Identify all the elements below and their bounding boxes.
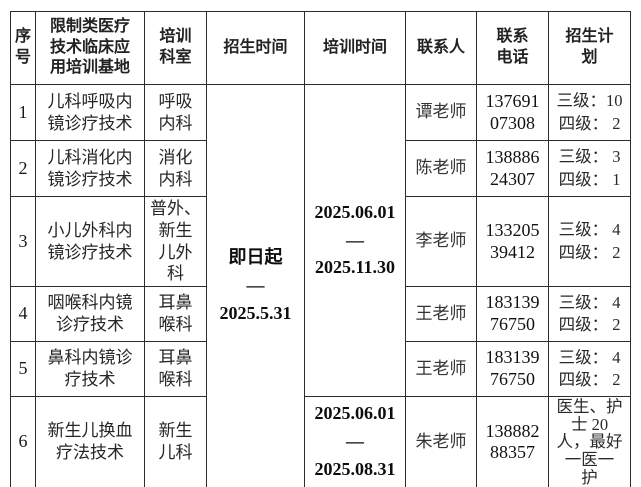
recruitment-plan-cell: 医生、护 士 20 人，最好 一医一 护 <box>548 395 631 487</box>
training-base-cell: 咽喉科内镜 诊疗技术 <box>35 286 145 342</box>
contact-phone-cell: 138882 88357 <box>476 395 549 487</box>
contact-phone-cell: 183139 76750 <box>476 286 549 342</box>
table-row: 1 儿科呼吸内 镜诊疗技术 呼吸 内科 即日起 — 2025.5.31 2025… <box>10 83 631 487</box>
contact-person-cell: 王老师 <box>405 341 477 397</box>
contact-person-cell: 陈老师 <box>405 140 477 197</box>
contact-person-cell: 谭老师 <box>405 84 477 141</box>
training-department-cell: 普外、 新生 儿外 科 <box>144 196 207 287</box>
header-training-time: 培训时间 <box>304 11 406 85</box>
contact-phone-cell: 138886 24307 <box>476 140 549 197</box>
recruitment-plan-cell: 三级： 4 四级： 2 <box>548 341 631 397</box>
table-row: 5 鼻科内镜诊 疗技术 耳鼻 喉科 王老师 183139 76750 三级： 4… <box>10 341 631 397</box>
contact-person-cell: 李老师 <box>405 196 477 287</box>
header-contact-phone: 联系 电话 <box>476 11 549 85</box>
table-row: 2 儿科消化内 镜诊疗技术 消化 内科 陈老师 138886 24307 三级：… <box>10 140 631 197</box>
training-base-cell: 儿科呼吸内 镜诊疗技术 <box>35 84 145 141</box>
recruitment-plan-cell: 三级： 4 四级： 2 <box>548 286 631 342</box>
recruitment-plan-cell: 三级： 3 四级： 1 <box>548 140 631 197</box>
recruitment-plan-cell: 三级： 4 四级： 2 <box>548 196 631 287</box>
header-recruitment-time: 招生时间 <box>206 11 305 85</box>
training-department-cell: 呼吸 内科 <box>144 84 207 141</box>
contact-phone-cell: 137691 07308 <box>476 84 549 141</box>
recruitment-time-cell: 即日起 — 2025.5.31 <box>206 83 305 487</box>
training-department-cell: 耳鼻 喉科 <box>144 286 207 342</box>
training-base-cell: 儿科消化内 镜诊疗技术 <box>35 140 145 197</box>
serial-number-cell: 3 <box>10 196 36 287</box>
contact-phone-cell: 183139 76750 <box>476 341 549 397</box>
serial-number-cell: 1 <box>10 84 36 141</box>
training-time-cell: 2025.06.01 — 2025.11.30 <box>304 84 406 397</box>
table-row: 3 小儿外科内 镜诊疗技术 普外、 新生 儿外 科 李老师 133205 394… <box>10 196 631 287</box>
recruitment-plan-cell: 三级：10 四级： 2 <box>548 84 631 141</box>
contact-phone-cell: 133205 39412 <box>476 196 549 287</box>
training-department-cell: 消化 内科 <box>144 140 207 197</box>
table-row: 6 新生儿换血 疗法技术 新生 儿科 2025.06.01 — 2025.08.… <box>10 395 631 487</box>
training-base-cell: 小儿外科内 镜诊疗技术 <box>35 196 145 287</box>
training-base-cell: 新生儿换血 疗法技术 <box>35 395 145 487</box>
header-training-base: 限制类医疗 技术临床应 用培训基地 <box>35 11 145 85</box>
header-serial-number: 序 号 <box>10 11 36 85</box>
serial-number-cell: 2 <box>10 140 36 197</box>
training-schedule-table: 序 号 限制类医疗 技术临床应 用培训基地 培训 科室 招生时间 培训时间 联系… <box>10 11 631 487</box>
header-training-department: 培训 科室 <box>144 11 207 85</box>
contact-person-cell: 朱老师 <box>405 395 477 487</box>
contact-person-cell: 王老师 <box>405 286 477 342</box>
serial-number-cell: 4 <box>10 286 36 342</box>
serial-number-cell: 6 <box>10 395 36 487</box>
training-department-cell: 新生 儿科 <box>144 395 207 487</box>
header-recruitment-plan: 招生计 划 <box>548 11 631 85</box>
training-time-cell: 2025.06.01 — 2025.08.31 <box>304 395 406 487</box>
serial-number-cell: 5 <box>10 341 36 397</box>
training-department-cell: 耳鼻 喉科 <box>144 341 207 397</box>
training-base-cell: 鼻科内镜诊 疗技术 <box>35 341 145 397</box>
header-contact-person: 联系人 <box>405 11 477 85</box>
header-row: 序 号 限制类医疗 技术临床应 用培训基地 培训 科室 招生时间 培训时间 联系… <box>10 11 631 85</box>
table-row: 4 咽喉科内镜 诊疗技术 耳鼻 喉科 王老师 183139 76750 三级： … <box>10 286 631 342</box>
